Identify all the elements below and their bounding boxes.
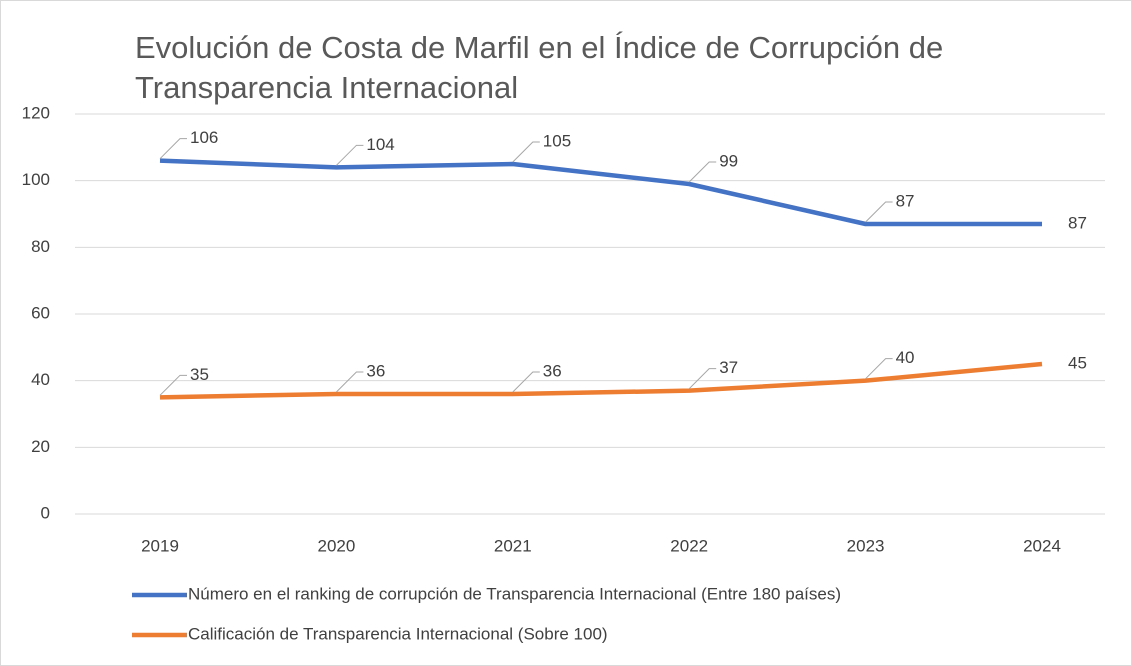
series-line <box>159 158 1042 227</box>
leader-line <box>159 138 187 160</box>
y-tick-label: 80 <box>31 237 50 256</box>
legend-label: Calificación de Transparencia Internacio… <box>188 624 608 643</box>
x-tick-label: 2020 <box>317 536 355 555</box>
y-tick-label: 100 <box>22 170 50 189</box>
data-label: 87 <box>896 191 915 210</box>
data-label: 106 <box>190 128 218 147</box>
x-tick-label: 2024 <box>1023 536 1061 555</box>
data-label: 45 <box>1068 353 1087 372</box>
leader-line <box>159 374 187 396</box>
leader-line <box>865 358 893 380</box>
data-label: 37 <box>719 358 738 377</box>
series-line <box>159 361 1043 400</box>
y-tick-label: 60 <box>31 303 50 322</box>
data-label: 105 <box>543 131 571 150</box>
data-label: 35 <box>190 365 209 384</box>
leader-line <box>688 368 717 390</box>
x-tick-label: 2023 <box>847 536 885 555</box>
y-tick-label: 40 <box>31 370 50 389</box>
data-label: 87 <box>1068 213 1087 232</box>
leader-line <box>336 371 364 393</box>
leader-line <box>512 371 540 393</box>
data-label: 36 <box>366 361 385 380</box>
legend-label: Número en el ranking de corrupción de Tr… <box>188 584 841 603</box>
leader-line <box>865 201 893 223</box>
y-tick-label: 0 <box>41 503 50 522</box>
y-tick-label: 120 <box>22 103 50 122</box>
data-label: 104 <box>366 135 394 154</box>
x-tick-label: 2022 <box>670 536 708 555</box>
data-label: 40 <box>896 348 915 367</box>
leader-line <box>512 141 540 163</box>
y-tick-label: 20 <box>31 437 50 456</box>
data-label: 99 <box>719 151 738 170</box>
leader-line <box>688 161 717 183</box>
x-tick-label: 2021 <box>494 536 532 555</box>
data-label: 36 <box>543 361 562 380</box>
chart-title: Evolución de Costa de Marfil en el Índic… <box>135 30 944 105</box>
leader-line <box>336 144 364 166</box>
x-tick-label: 2019 <box>141 536 179 555</box>
